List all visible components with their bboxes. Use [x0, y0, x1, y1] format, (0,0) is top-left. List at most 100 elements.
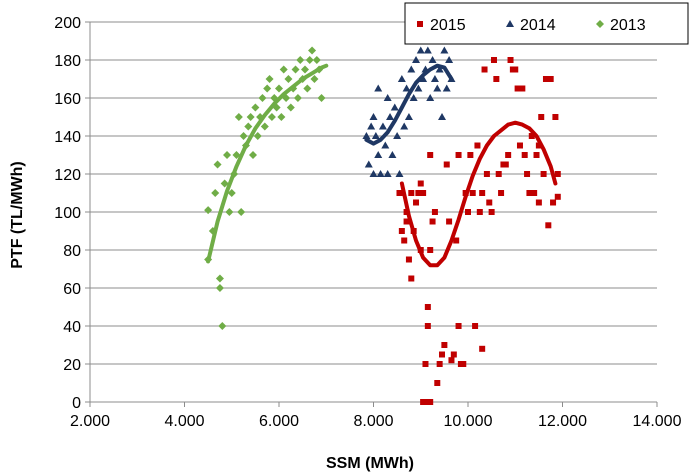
data-point: [267, 113, 276, 121]
data-point: [502, 161, 509, 168]
trendline-2014: [364, 63, 454, 146]
data-point: [258, 94, 267, 102]
data-point: [317, 94, 326, 102]
data-point: [533, 152, 540, 158]
data-point: [542, 76, 549, 82]
data-point: [405, 256, 412, 263]
gridlines: [85, 21, 658, 407]
data-point: [398, 228, 405, 234]
data-point: [412, 56, 421, 63]
data-point: [486, 199, 493, 206]
x-tick-label: 14.000: [633, 413, 682, 430]
data-point: [251, 103, 260, 112]
data-point: [220, 179, 229, 188]
data-point: [540, 171, 547, 177]
y-tick-label: 80: [63, 243, 81, 260]
data-point: [545, 222, 552, 229]
data-point: [227, 189, 236, 197]
data-point: [467, 152, 474, 158]
data-point: [414, 84, 423, 92]
x-tick-label: 6.000: [259, 413, 299, 430]
y-axis-title: PTF (TL/MWh): [9, 161, 26, 269]
data-point: [291, 65, 300, 74]
data-point: [424, 304, 431, 310]
trendline-2013: [206, 63, 329, 264]
data-point: [393, 132, 402, 139]
legend-label-2013: 2013: [610, 17, 646, 34]
data-point: [446, 218, 453, 225]
data-point: [246, 113, 255, 121]
data-point: [279, 65, 288, 74]
data-point: [431, 209, 438, 215]
data-point: [488, 209, 495, 215]
data-point: [442, 84, 451, 92]
data-point: [244, 122, 253, 131]
data-point: [386, 113, 395, 120]
data-point: [305, 56, 314, 64]
data-point: [362, 132, 371, 139]
data-point: [514, 85, 521, 92]
data-point: [369, 113, 378, 120]
data-point: [408, 275, 415, 282]
x-tick-labels: 2.000 4.000 6.000 8.000 10.000 12.000 14.000: [70, 413, 682, 430]
data-point: [554, 171, 561, 177]
data-point: [519, 85, 526, 92]
data-point: [535, 142, 542, 149]
data-point: [516, 142, 523, 149]
data-point: [204, 206, 213, 215]
data-point: [438, 113, 447, 120]
data-point: [404, 113, 413, 120]
data-point: [260, 122, 269, 131]
data-point: [296, 56, 305, 64]
x-tick-label: 8.000: [353, 413, 393, 430]
data-point: [300, 65, 309, 74]
y-tick-label: 200: [54, 15, 81, 32]
data-point: [552, 114, 559, 120]
data-point: [465, 209, 471, 215]
data-point: [550, 199, 557, 206]
data-point: [512, 66, 519, 73]
data-point: [409, 94, 418, 101]
data-point: [490, 57, 497, 63]
data-point: [528, 133, 535, 139]
data-point: [378, 122, 387, 130]
data-point: [495, 171, 502, 177]
data-point: [374, 84, 383, 92]
data-point: [453, 237, 460, 244]
legend-marker-2013: [596, 20, 604, 28]
data-point: [476, 209, 483, 215]
data-point: [215, 274, 224, 283]
data-point: [293, 94, 302, 102]
x-tick-label: 12.000: [538, 413, 587, 430]
legend: 2015 2014 2013: [404, 2, 689, 45]
data-point: [434, 380, 441, 386]
data-point: [407, 65, 416, 73]
data-point: [234, 113, 243, 121]
x-tick-label: 2.000: [70, 413, 110, 430]
data-point: [397, 75, 406, 82]
data-point: [538, 114, 545, 120]
data-point: [469, 190, 476, 196]
data-point: [223, 151, 232, 159]
data-point: [415, 190, 422, 196]
axes: [89, 22, 657, 403]
data-point: [308, 46, 317, 55]
y-tick-label: 100: [54, 205, 81, 222]
data-point: [263, 84, 272, 93]
data-point: [277, 113, 286, 121]
data-point: [427, 399, 434, 405]
data-point: [383, 94, 392, 101]
data-point: [435, 65, 444, 73]
data-point: [265, 75, 274, 83]
data-point: [531, 190, 538, 196]
data-point: [417, 180, 424, 187]
data-point: [427, 152, 434, 158]
data-point: [213, 160, 222, 169]
y-tick-label: 120: [54, 167, 81, 184]
data-point: [402, 84, 411, 92]
data-point: [403, 218, 410, 225]
x-axis-title: SSM (MWh): [326, 455, 414, 472]
data-point: [388, 151, 397, 158]
data-point: [554, 193, 561, 200]
legend-marker-2015: [417, 21, 423, 27]
